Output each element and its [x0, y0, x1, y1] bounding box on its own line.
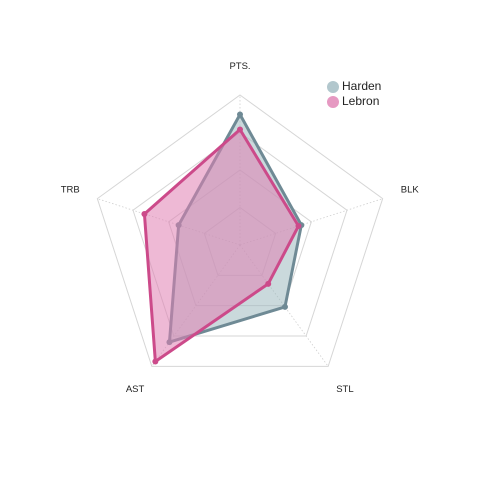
axis-label-ast: AST	[126, 384, 145, 395]
grid-ring	[132, 131, 348, 337]
point-lebron-pts	[237, 126, 243, 133]
grid-ring	[96, 94, 384, 367]
legend-swatch-lebron	[327, 96, 339, 108]
series-lebron	[141, 126, 302, 365]
series-layer	[141, 111, 305, 365]
axis-label-trb: TRB	[61, 184, 80, 195]
point-lebron-stl	[265, 280, 272, 287]
axis-labels: PTS. BLK STL AST TRB	[61, 61, 420, 395]
legend-swatch-harden	[327, 81, 339, 93]
axis-label-stl: STL	[336, 384, 353, 395]
axis-label-pts: PTS.	[229, 61, 250, 72]
point-lebron-blk	[295, 222, 302, 229]
point-harden-pts	[237, 111, 243, 118]
point-lebron-trb	[141, 210, 148, 217]
point-lebron-ast	[152, 358, 159, 365]
legend-label-harden: Harden	[342, 79, 381, 93]
axis-label-blk: BLK	[401, 184, 420, 195]
point-harden-stl	[281, 303, 288, 310]
legend-label-lebron: Lebron	[342, 94, 379, 108]
series-area-lebron	[142, 128, 300, 363]
